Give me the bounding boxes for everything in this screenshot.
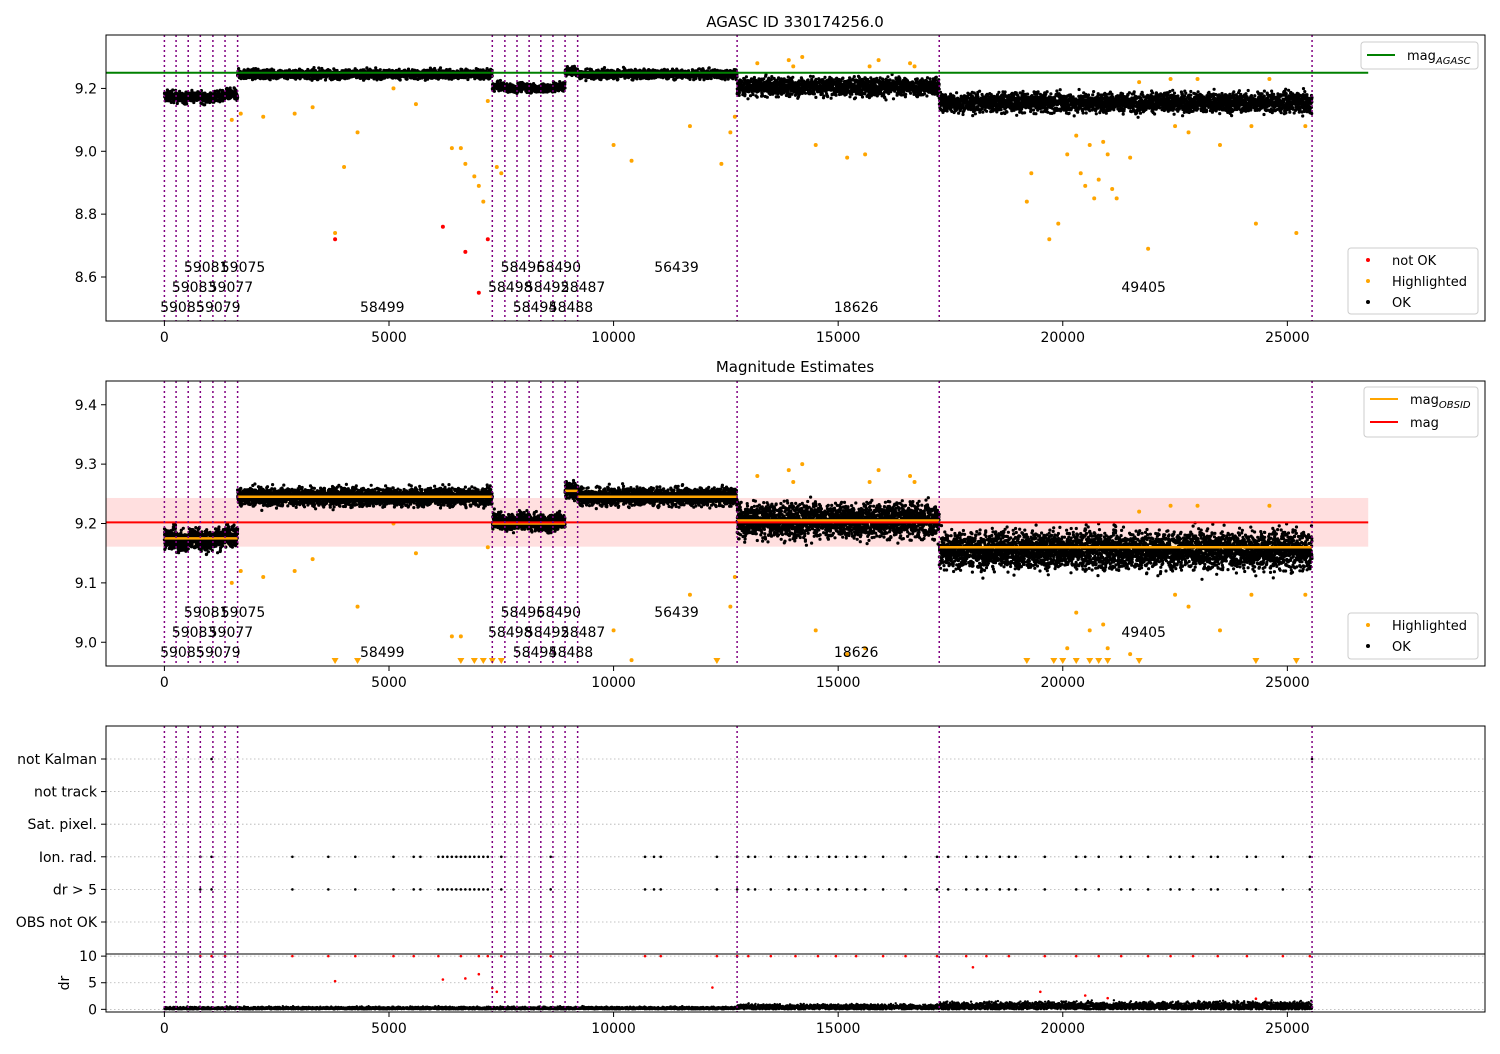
ok-point [498, 78, 502, 83]
ok-point [791, 75, 795, 79]
ok-point [746, 97, 750, 101]
ok-point [743, 92, 747, 96]
ok-point [203, 103, 207, 107]
ok-point [185, 102, 189, 106]
ok-point [751, 92, 755, 97]
ok-point [707, 66, 711, 70]
ok-point [397, 67, 401, 71]
ok-point [438, 66, 443, 70]
ok-point [694, 76, 698, 80]
ok-point [752, 75, 757, 80]
ok-point [317, 66, 321, 70]
ok-point [616, 77, 620, 81]
ok-point [234, 88, 238, 92]
panel-agasc: AGASC ID 330174256.0 5908559083590815907… [75, 13, 1486, 346]
ok-point [312, 66, 316, 70]
ok-point [602, 66, 607, 70]
ok-point [755, 95, 759, 99]
ok-point [769, 77, 774, 82]
panel-title-agasc: AGASC ID 330174256.0 [706, 13, 884, 31]
ok-point [178, 89, 182, 93]
ok-point [171, 88, 175, 92]
ok-point [585, 67, 589, 71]
plot-area-agasc: 5908559083590815907959077590755849958498… [106, 35, 1369, 321]
ok-point [378, 68, 382, 72]
ok-point [236, 95, 240, 99]
ok-point [228, 86, 232, 90]
ok-point [765, 95, 769, 99]
ok-point [237, 67, 241, 71]
ok-point [405, 77, 409, 81]
ok-point [776, 95, 781, 99]
ok-point [398, 78, 402, 82]
ok-point [169, 100, 173, 104]
ok-point [175, 101, 179, 106]
ok-point [698, 77, 702, 81]
ok-point [492, 89, 496, 93]
ok-point [172, 101, 176, 105]
ok-point [192, 100, 196, 105]
ok-point [584, 79, 588, 83]
ok-point [190, 88, 194, 92]
ok-point [744, 75, 749, 79]
